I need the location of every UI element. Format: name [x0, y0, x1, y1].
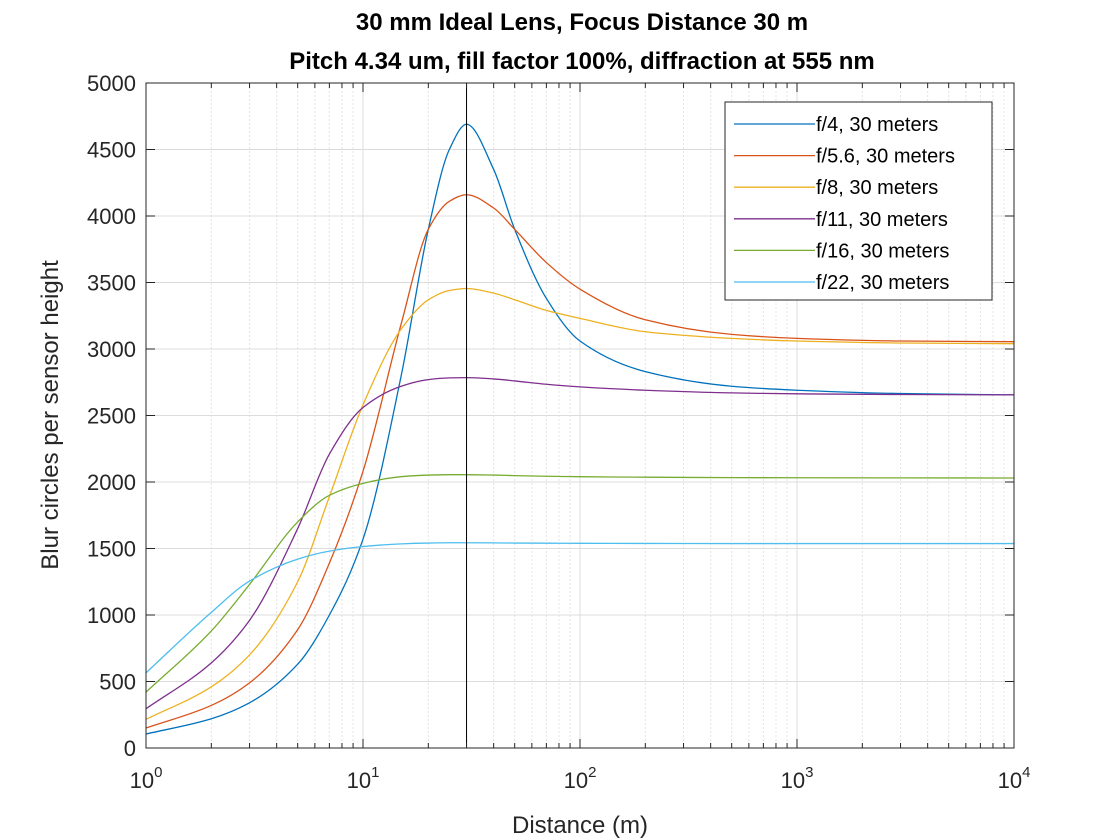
series-group [145, 123, 1015, 735]
y-tick-label: 2500 [87, 404, 136, 429]
series-line-5 [145, 474, 1015, 693]
legend-label: f/5.6, 30 meters [816, 146, 955, 168]
chart-title-line-2: Pitch 4.34 um, fill factor 100%, diffrac… [289, 48, 875, 75]
y-tick-label: 1500 [87, 537, 136, 562]
legend: f/4, 30 meters f/5.6, 30 meters f/8, 30 me… [724, 101, 993, 301]
x-tick-label: 103 [781, 764, 814, 793]
x-tick-exponent: 1 [371, 764, 379, 781]
y-tick-label: 3000 [87, 337, 136, 362]
y-tick-label: 5000 [87, 71, 136, 96]
axis-ticks [145, 82, 1015, 749]
y-tick-label: 2000 [87, 470, 136, 495]
legend-label: f/16, 30 meters [816, 240, 949, 262]
x-tick-label: 102 [564, 764, 597, 793]
x-tick-exponent: 3 [805, 764, 813, 781]
x-tick-label: 100 [130, 764, 163, 793]
x-tick-exponent: 4 [1022, 764, 1030, 781]
legend-label: f/11, 30 meters [816, 209, 948, 231]
x-tick-label: 104 [998, 764, 1031, 793]
legend-label: f/8, 30 meters [816, 177, 938, 199]
legend-label: f/22, 30 meters [816, 272, 949, 294]
legend-box [724, 101, 993, 301]
series-line-6 [145, 542, 1014, 674]
y-tick-label: 4500 [87, 138, 136, 163]
x-axis-tick-labels: 100 101 102 103 104 [130, 764, 1031, 793]
x-tick-base: 10 [781, 768, 805, 793]
y-axis-tick-labels: 0 500 1000 1500 2000 2500 3000 3500 4000 4500 5000 [87, 71, 136, 761]
y-axis-label: Blur circles per sensor height [37, 260, 64, 570]
y-tick-label: 500 [99, 670, 136, 695]
y-tick-label: 0 [124, 736, 136, 761]
x-tick-exponent: 0 [154, 764, 162, 781]
x-tick-base: 10 [347, 768, 371, 793]
x-tick-exponent: 2 [588, 764, 596, 781]
x-axis-label: Distance (m) [512, 812, 648, 839]
x-tick-base: 10 [998, 768, 1022, 793]
series-line-4 [145, 376, 1015, 710]
chart-title-line-1: 30 mm Ideal Lens, Focus Distance 30 m [356, 9, 808, 36]
legend-label: f/4, 30 meters [816, 114, 938, 136]
y-tick-label: 3500 [87, 271, 136, 296]
x-tick-label: 101 [347, 764, 380, 793]
y-tick-label: 1000 [87, 603, 136, 628]
x-tick-base: 10 [130, 768, 154, 793]
series-line-1 [145, 123, 1015, 735]
x-tick-base: 10 [564, 768, 588, 793]
y-tick-label: 4000 [87, 204, 136, 229]
